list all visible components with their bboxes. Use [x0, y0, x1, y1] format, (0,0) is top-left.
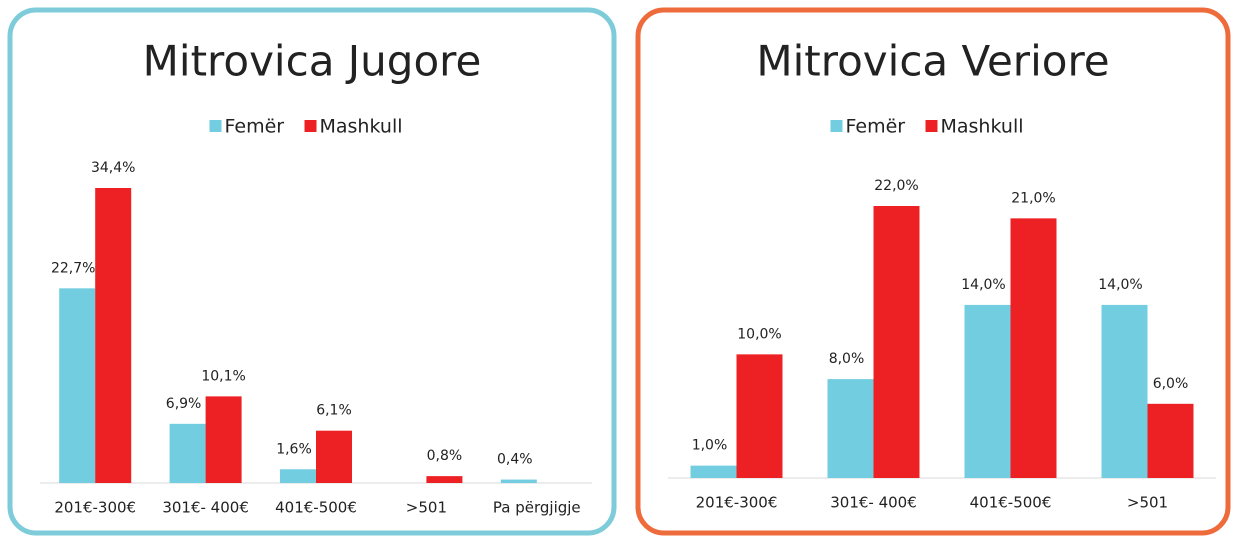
legend-swatch	[209, 120, 222, 132]
chart-title: Mitrovica Jugore	[143, 37, 482, 86]
bar	[95, 188, 132, 483]
value-label: 21,0%	[1011, 190, 1055, 206]
bar	[690, 465, 737, 478]
value-label: 6,9%	[166, 396, 202, 412]
x-tick-label: Pa përgjigje	[493, 499, 581, 517]
x-tick-label: 301€- 400€	[830, 494, 917, 512]
value-label: 14,0%	[1098, 277, 1142, 293]
legend-swatch	[925, 120, 938, 132]
x-tick-label: >501	[1127, 494, 1168, 512]
x-tick-label: 401€-500€	[970, 494, 1052, 512]
bar	[1101, 304, 1148, 478]
bar	[1010, 218, 1057, 478]
bar	[500, 479, 537, 483]
x-tick-label: 201€-300€	[696, 494, 778, 512]
value-label: 6,1%	[316, 403, 352, 419]
legend-swatch	[830, 120, 843, 132]
x-tick-label: 201€-300€	[54, 499, 136, 517]
bar	[827, 379, 874, 478]
bar	[426, 476, 463, 483]
value-label: 22,0%	[874, 178, 918, 194]
value-label: 10,1%	[201, 368, 245, 384]
bar	[964, 304, 1011, 478]
bar	[205, 396, 242, 483]
bar	[316, 430, 352, 483]
x-tick-label: 301€- 400€	[162, 499, 249, 517]
value-label: 22,7%	[51, 260, 95, 276]
bar	[1147, 403, 1194, 478]
legend-swatch	[304, 120, 317, 132]
value-label: 34,4%	[91, 160, 135, 176]
panel	[635, 7, 1231, 536]
bar	[169, 423, 206, 483]
legend-label: Mashkull	[941, 116, 1024, 138]
legend-label: Femër	[846, 116, 906, 138]
value-label: 0,8%	[427, 448, 463, 464]
x-tick-label: >501	[406, 499, 447, 517]
chart-title: Mitrovica Veriore	[756, 37, 1109, 86]
value-label: 0,4%	[497, 452, 533, 468]
value-label: 6,0%	[1153, 376, 1189, 392]
bar	[873, 206, 920, 478]
bar	[280, 469, 316, 483]
value-label: 8,0%	[829, 351, 865, 367]
x-tick-label: 401€-500€	[275, 499, 357, 517]
bar	[59, 288, 96, 483]
panel	[7, 7, 617, 536]
bar	[736, 354, 783, 478]
value-label: 1,0%	[692, 438, 728, 454]
value-label: 1,6%	[276, 441, 312, 457]
value-label: 14,0%	[961, 277, 1005, 293]
legend-label: Femër	[225, 116, 285, 138]
legend-label: Mashkull	[320, 116, 403, 138]
value-label: 10,0%	[737, 326, 781, 342]
